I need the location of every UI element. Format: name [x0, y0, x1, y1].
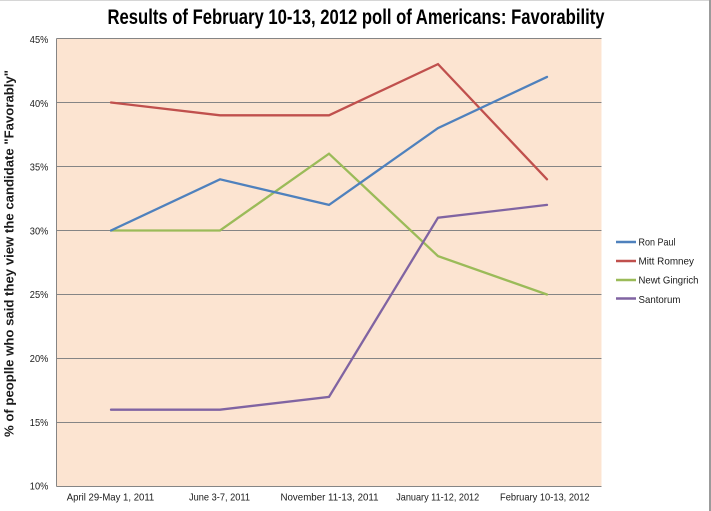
svg-text:35%: 35% — [30, 162, 49, 174]
svg-text:45%: 45% — [30, 34, 49, 46]
svg-text:10%: 10% — [30, 481, 49, 493]
svg-text:15%: 15% — [30, 417, 49, 429]
svg-text:30%: 30% — [30, 225, 49, 237]
svg-text:Newt Gingrich: Newt Gingrich — [639, 275, 699, 287]
svg-text:% of peoplle who said they vie: % of peoplle who said they view the cand… — [2, 70, 17, 437]
svg-text:Santorum: Santorum — [639, 294, 681, 306]
svg-text:Ron Paul: Ron Paul — [639, 237, 676, 249]
svg-text:25%: 25% — [30, 289, 49, 301]
svg-text:January 11-12, 2012: January 11-12, 2012 — [396, 492, 479, 504]
svg-text:40%: 40% — [30, 98, 49, 110]
svg-text:Mitt Romney: Mitt Romney — [639, 256, 695, 268]
svg-text:February 10-13, 2012: February 10-13, 2012 — [500, 492, 590, 504]
svg-text:April 29-May 1, 2011: April 29-May 1, 2011 — [67, 492, 155, 504]
svg-text:Results of February 10-13, 201: Results of February 10-13, 2012 poll of … — [108, 6, 605, 29]
svg-text:November 11-13, 2011: November 11-13, 2011 — [281, 492, 379, 504]
svg-text:June 3-7, 2011: June 3-7, 2011 — [189, 492, 250, 504]
svg-text:20%: 20% — [30, 353, 49, 365]
